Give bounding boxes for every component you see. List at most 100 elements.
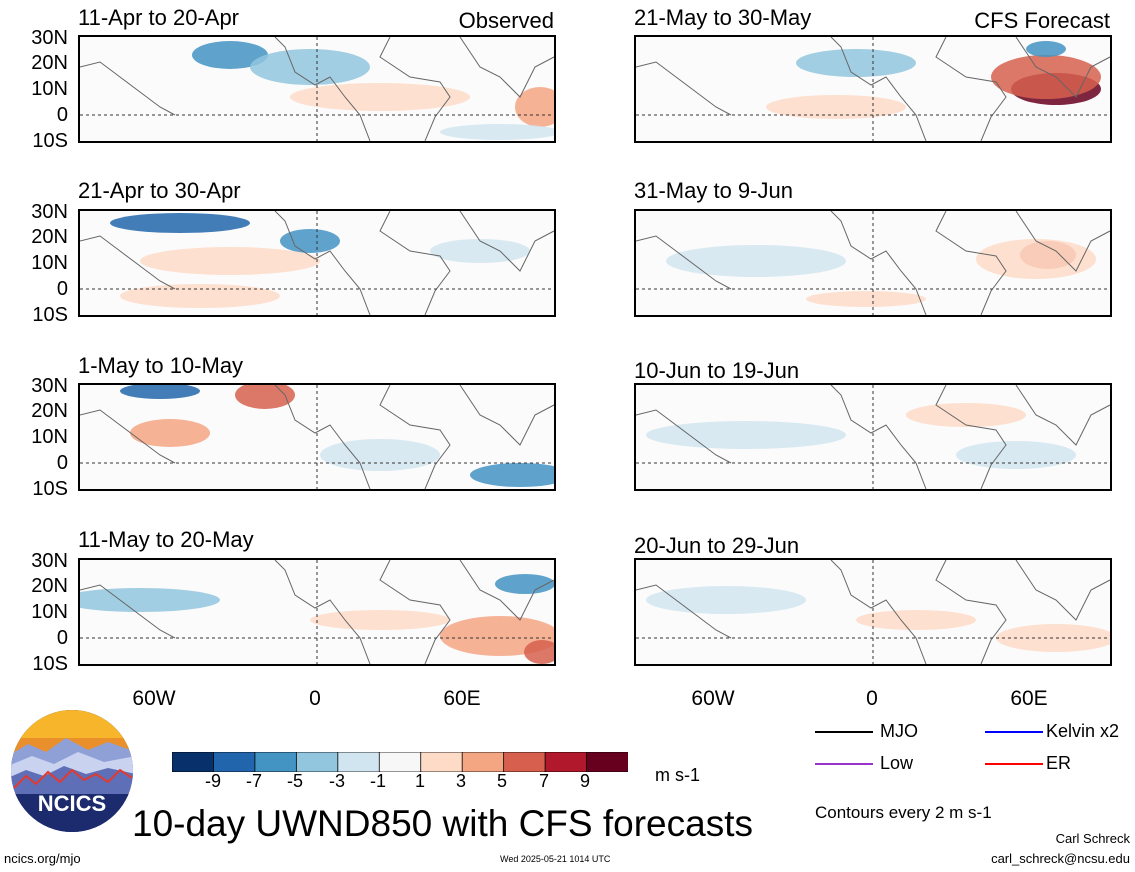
anomaly-blob (996, 624, 1110, 652)
colorbar-tick: -5 (286, 771, 303, 791)
coastline (80, 385, 554, 489)
anomaly-blob (470, 463, 554, 487)
lon-label: 60W (132, 687, 176, 710)
anomaly-blob (991, 55, 1101, 99)
colorbar-swatches (171, 751, 629, 773)
colorbar-swatch (586, 751, 629, 773)
anomaly-blob (495, 574, 554, 594)
lat-label: 10S (32, 304, 68, 326)
anomaly-blob (515, 87, 554, 127)
anomaly-blob (310, 610, 450, 630)
anomaly-blob (906, 403, 1026, 427)
map-graphic (80, 211, 554, 315)
coastline (80, 560, 554, 664)
map-graphic (80, 560, 554, 664)
colorbar-swatch (461, 751, 505, 773)
anomaly-blob (130, 419, 210, 447)
colorbar-tick: -9 (204, 771, 221, 791)
footer-author: Carl Schreck (1055, 831, 1130, 846)
colorbar-swatch (420, 751, 464, 773)
colorbar-tick: -1 (369, 771, 386, 791)
anomaly-blob (666, 245, 846, 277)
colorbar-unit: m s-1 (655, 765, 700, 785)
coastline (80, 211, 554, 315)
lat-label: 10N (31, 601, 68, 623)
colorbar-swatch (337, 751, 381, 773)
anomaly-blob (280, 229, 340, 253)
panel-title: 11-May to 20-May (78, 527, 254, 552)
logo-text: NCICS (38, 791, 106, 816)
map-graphic (636, 37, 1110, 141)
anomaly-blob (250, 49, 370, 85)
anomaly-blob (1026, 41, 1066, 57)
anomaly-blob (856, 610, 976, 630)
lat-label: 30N (31, 550, 68, 572)
colorbar-swatch (544, 751, 588, 773)
legend-label-er: ER (1046, 753, 1072, 773)
map-left-1 (78, 35, 556, 143)
coastline (636, 37, 1110, 141)
footer-email: carl_schreck@ncsu.edu (991, 851, 1130, 866)
lat-label: 20N (31, 575, 68, 597)
colorbar (171, 751, 629, 773)
map-left-4 (78, 558, 556, 666)
colorbar-tick: 9 (579, 771, 590, 791)
legend-line-low (815, 763, 873, 765)
lat-label: 20N (31, 226, 68, 248)
lat-label: 10S (32, 478, 68, 500)
lat-label: 10S (32, 130, 68, 152)
lon-label: 0 (309, 687, 321, 710)
map-right-1 (634, 35, 1112, 143)
map-left-3 (78, 383, 556, 491)
lon-label: 60E (443, 687, 481, 710)
lat-label: 20N (31, 400, 68, 422)
map-graphic (636, 385, 1110, 489)
anomaly-blob (976, 239, 1096, 279)
lat-label: 10S (32, 653, 68, 675)
map-graphic (80, 385, 554, 489)
coastline (636, 560, 1110, 664)
map-graphic (636, 211, 1110, 315)
anomaly-blob (192, 41, 268, 69)
legend-line-er (985, 763, 1043, 765)
lat-label: 30N (31, 27, 68, 49)
colorbar-swatch (378, 751, 422, 773)
anomaly-blob (430, 239, 530, 263)
colorbar-tick: -3 (328, 771, 345, 791)
lon-label: 60E (1010, 687, 1048, 710)
anomaly-blob (320, 439, 440, 471)
colorbar-swatch (213, 751, 256, 773)
lat-label: 30N (31, 375, 68, 397)
anomaly-blob (806, 291, 926, 307)
map-right-4 (634, 558, 1112, 666)
lat-label: 0 (56, 627, 68, 649)
observed-label: Observed (458, 8, 554, 33)
anomaly-blob (766, 95, 906, 119)
lat-label: 20N (31, 52, 68, 74)
lat-label: 0 (56, 452, 68, 474)
colorbar-tick: 7 (538, 771, 549, 791)
colorbar-tick: 1 (414, 771, 425, 791)
colorbar-swatch (171, 751, 215, 773)
panel-title: 20-Jun to 29-Jun (634, 533, 800, 558)
lat-label: 0 (56, 104, 68, 126)
panel-title: 1-May to 10-May (78, 353, 244, 378)
map-left-2 (78, 209, 556, 317)
colorbar-swatch (254, 751, 298, 773)
anomaly-blob (120, 385, 200, 399)
coastline (636, 211, 1110, 315)
anomaly-blob (120, 284, 280, 308)
anomaly-blob (290, 83, 470, 111)
legend-label-mjo: MJO (880, 721, 918, 741)
legend-label-low: Low (880, 753, 914, 773)
anomaly-blob (646, 586, 806, 614)
map-graphic (636, 560, 1110, 664)
colorbar-tick: 5 (496, 771, 507, 791)
lat-label: 10N (31, 78, 68, 100)
lat-label: 0 (56, 278, 68, 300)
lon-label: 0 (866, 687, 878, 710)
anomaly-blob (524, 640, 554, 664)
lon-label: 60W (691, 687, 735, 710)
legend-label-kelvin: Kelvin x2 (1046, 721, 1120, 741)
anomaly-blob (796, 49, 916, 77)
